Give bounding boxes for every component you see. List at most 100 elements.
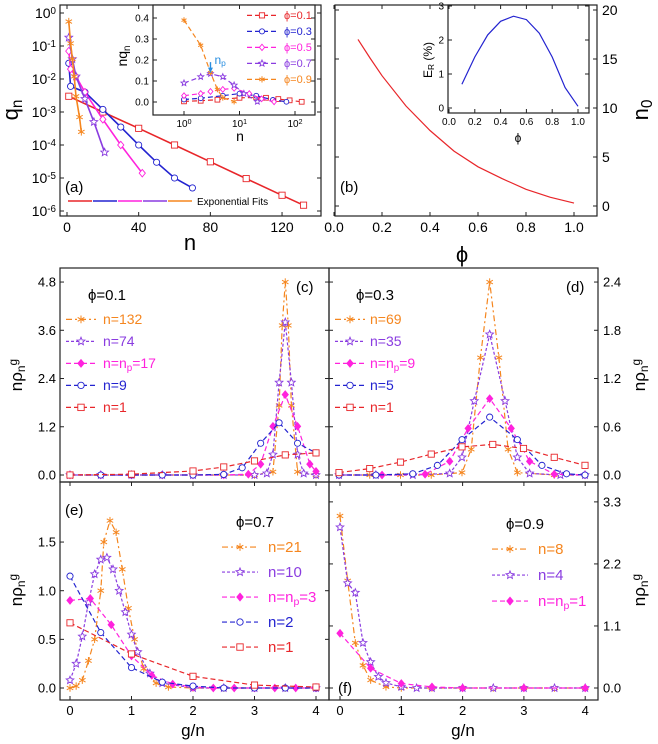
asterisk-arm bbox=[197, 43, 204, 48]
y-tick-exponent: -2 bbox=[47, 72, 56, 83]
y-tick-label: 0.0 bbox=[135, 98, 149, 109]
data-point bbox=[114, 585, 125, 595]
asterisk-arm bbox=[504, 446, 512, 452]
asterisk-arm bbox=[207, 70, 214, 75]
x-tick-label: 1.0 bbox=[564, 219, 584, 235]
data-point bbox=[66, 572, 74, 580]
data-point bbox=[359, 661, 367, 670]
data-point bbox=[312, 466, 320, 476]
asterisk-arm bbox=[91, 637, 99, 642]
asterisk-arm bbox=[236, 544, 244, 550]
legend-entry: n=1 bbox=[222, 639, 293, 656]
data-point bbox=[298, 98, 305, 105]
y-tick-label-part: 1.5 bbox=[38, 535, 56, 550]
data-point bbox=[336, 628, 344, 638]
data-point bbox=[66, 596, 74, 605]
legend-label-part: ϕ=0.5 bbox=[284, 42, 312, 54]
data-point bbox=[581, 471, 589, 479]
data-point bbox=[112, 528, 120, 537]
panel-title: ϕ=0.9 bbox=[506, 516, 544, 533]
data-point bbox=[79, 93, 90, 104]
data-point bbox=[126, 629, 137, 639]
panel-title: ϕ=0.1 bbox=[88, 287, 126, 304]
legend-label: n=10 bbox=[268, 564, 302, 581]
data-point bbox=[236, 543, 244, 551]
data-point bbox=[344, 336, 356, 346]
data-point bbox=[372, 471, 380, 479]
series bbox=[65, 46, 146, 178]
data-point bbox=[197, 90, 204, 98]
y-tick-label-part: 4.8 bbox=[38, 275, 56, 290]
x-tick-exponent: 1 bbox=[243, 119, 247, 126]
legend-label-part: n=21 bbox=[268, 539, 302, 556]
panel-a: 0 40 80 12010010-110-210-310-410-510-6nqn(a… bbox=[0, 4, 322, 255]
x-tick-label-part: 0 bbox=[336, 703, 343, 718]
x-tick-label: 102 bbox=[287, 119, 302, 130]
data-point bbox=[65, 17, 73, 26]
x-tick-label-part: 1 bbox=[128, 703, 135, 718]
data-point bbox=[242, 175, 250, 183]
data-point bbox=[66, 471, 74, 479]
y-tick-label-part: 2.4 bbox=[603, 275, 621, 290]
data-point bbox=[234, 566, 246, 577]
data-point bbox=[336, 512, 344, 520]
series-line bbox=[70, 421, 317, 476]
y-tick-label: 1.2 bbox=[38, 419, 56, 434]
y-tick-label-part: 0.3 bbox=[135, 35, 149, 46]
y-tick-exponent: 0 bbox=[51, 6, 57, 17]
data-point bbox=[170, 174, 179, 182]
x-tick-label: 0.8 bbox=[516, 219, 536, 235]
legend-label-part: ϕ=0.7 bbox=[284, 58, 312, 70]
y-tick-label-part: 1.0 bbox=[38, 583, 56, 598]
data-point bbox=[68, 55, 76, 63]
x-tick-label-part: 0.2 bbox=[468, 117, 482, 128]
y-tick-label: 0.5 bbox=[38, 632, 56, 647]
y-tick-label: 0.1 bbox=[135, 77, 149, 88]
legend-label-part: p bbox=[563, 600, 569, 612]
x-axis-label-part: n bbox=[236, 128, 244, 144]
asterisk-arm bbox=[269, 469, 277, 475]
y-tick-label: 20 bbox=[602, 2, 618, 18]
data-point bbox=[346, 403, 354, 412]
legend-entry: n=74 bbox=[66, 333, 135, 349]
y-tick-label: 4.8 bbox=[38, 275, 56, 290]
data-point bbox=[269, 421, 277, 431]
series bbox=[181, 17, 237, 105]
y-tick-label-part: 0.5 bbox=[38, 632, 56, 647]
data-point bbox=[77, 403, 85, 412]
x-tick-label: 1 bbox=[128, 703, 135, 718]
legend-label-part: ϕ=0.9 bbox=[284, 74, 312, 86]
series-line bbox=[69, 518, 316, 689]
panel-label-part: (d) bbox=[566, 279, 584, 296]
data-point bbox=[181, 17, 187, 23]
panel-label: (b) bbox=[340, 179, 358, 196]
data-point bbox=[189, 672, 197, 680]
data-point bbox=[306, 459, 314, 469]
x-tick-label: 2 bbox=[459, 703, 466, 718]
legend-entry: n=132 bbox=[66, 311, 143, 327]
series bbox=[65, 17, 85, 136]
asterisk-arm bbox=[513, 470, 521, 475]
y-tick-label-part: 10 bbox=[32, 104, 48, 120]
y-tick-exponent: -3 bbox=[47, 105, 56, 116]
data-point bbox=[107, 620, 115, 630]
data-point bbox=[231, 98, 237, 105]
data-point bbox=[258, 43, 266, 52]
panel-e: 0 1 2 3 4 0.0 0.5 1.0 1.5 g/n nρng (e) ϕ=0.7 n=21 n=10… bbox=[6, 481, 330, 740]
asterisk-arm bbox=[78, 677, 86, 683]
y-tick-label-part: 15 bbox=[602, 51, 618, 67]
y-tick-label: 0.6 bbox=[603, 419, 621, 434]
y-tick-label: 0.0 bbox=[38, 468, 56, 483]
x-tick-label: 0 bbox=[66, 703, 73, 718]
x-tick-label: 1.0 bbox=[571, 117, 585, 128]
data-point bbox=[77, 358, 85, 368]
data-point bbox=[138, 168, 146, 178]
asterisk-arm bbox=[65, 19, 73, 24]
legend-label: ϕ=0.3 bbox=[284, 26, 312, 38]
x-tick-label-part: 0.4 bbox=[420, 219, 440, 235]
x-tick-label-part: 1.0 bbox=[564, 219, 584, 235]
series-line bbox=[338, 443, 586, 474]
x-tick-label: 4 bbox=[312, 703, 319, 718]
legend-label: n=1 bbox=[370, 399, 394, 415]
